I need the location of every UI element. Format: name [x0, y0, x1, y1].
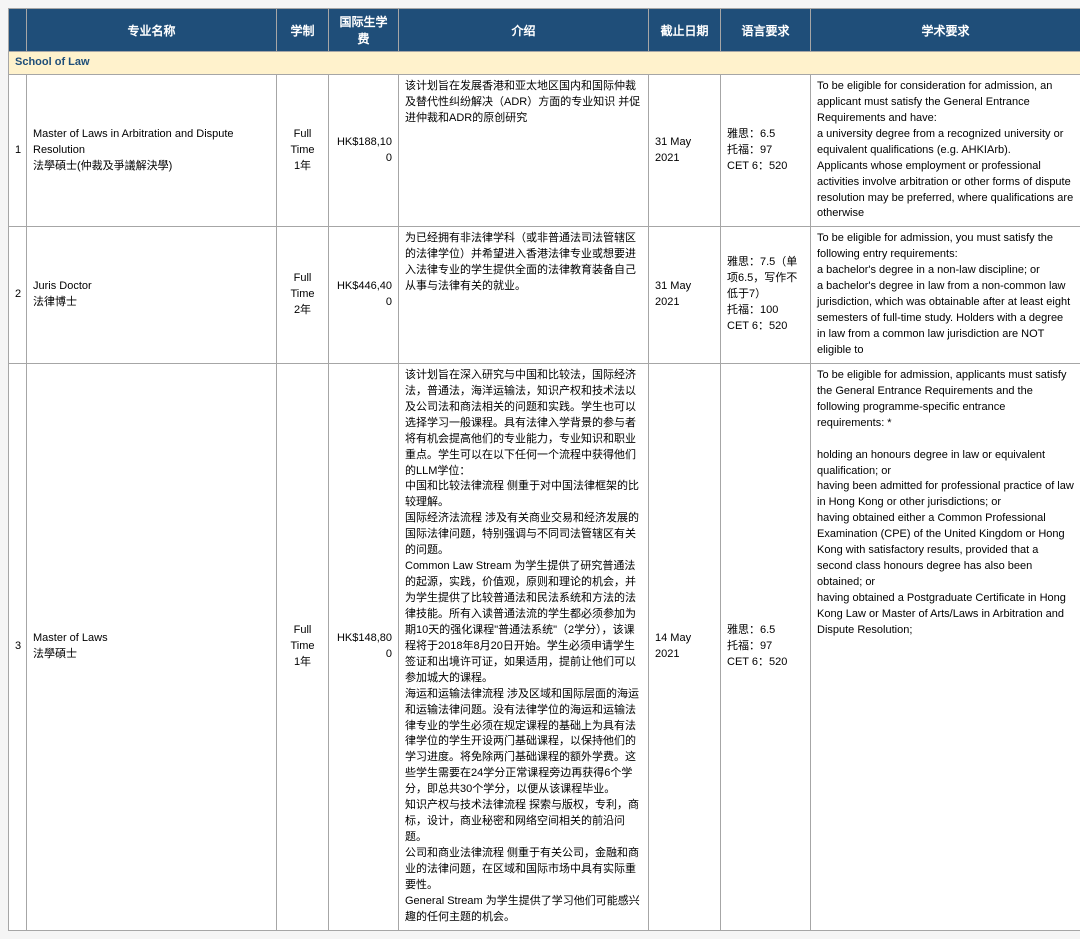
col-name: 专业名称 — [27, 9, 277, 52]
col-deadline: 截止日期 — [649, 9, 721, 52]
tuition-fee: HK$446,400 — [329, 227, 399, 364]
deadline: 14 May 2021 — [649, 363, 721, 930]
program-name: Master of Laws in Arbitration and Disput… — [27, 74, 277, 226]
acad-req: To be eligible for consideration for adm… — [811, 74, 1080, 226]
col-lang: 语言要求 — [721, 9, 811, 52]
tuition-fee: HK$148,800 — [329, 363, 399, 930]
study-mode: Full Time2年 — [277, 227, 329, 364]
deadline: 31 May 2021 — [649, 74, 721, 226]
tuition-fee: HK$188,100 — [329, 74, 399, 226]
row-idx: 3 — [9, 363, 27, 930]
study-mode: Full Time1年 — [277, 74, 329, 226]
table-row: 2 Juris Doctor法律博士 Full Time2年 HK$446,40… — [9, 227, 1080, 364]
table-row: 3 Master of Laws法學碩士 Full Time1年 HK$148,… — [9, 363, 1080, 930]
program-intro: 该计划旨在深入研究与中国和比较法，国际经济法，普通法，海洋运输法，知识产权和技术… — [399, 363, 649, 930]
lang-req: 雅思：6.5托福：97CET 6：520 — [721, 363, 811, 930]
program-intro: 为已经拥有非法律学科（或非普通法司法管辖区的法律学位）并希望进入香港法律专业或想… — [399, 227, 649, 364]
acad-req: To be eligible for admission, applicants… — [811, 363, 1080, 930]
col-idx — [9, 9, 27, 52]
study-mode: Full Time1年 — [277, 363, 329, 930]
acad-req: To be eligible for admission, you must s… — [811, 227, 1080, 364]
program-name: Master of Laws法學碩士 — [27, 363, 277, 930]
program-name: Juris Doctor法律博士 — [27, 227, 277, 364]
deadline: 31 May 2021 — [649, 227, 721, 364]
lang-req: 雅思：7.5（单项6.5，写作不低于7）托福：100CET 6：520 — [721, 227, 811, 364]
row-idx: 1 — [9, 74, 27, 226]
row-idx: 2 — [9, 227, 27, 364]
col-intro: 介绍 — [399, 9, 649, 52]
lang-req: 雅思：6.5托福：97CET 6：520 — [721, 74, 811, 226]
col-mode: 学制 — [277, 9, 329, 52]
col-acad: 学术要求 — [811, 9, 1080, 52]
section-title: School of Law — [9, 52, 1080, 75]
table-header: 专业名称 学制 国际生学费 介绍 截止日期 语言要求 学术要求 专业链接 — [9, 9, 1080, 52]
program-intro: 该计划旨在发展香港和亚太地区国内和国际仲裁及替代性纠纷解决（ADR）方面的专业知… — [399, 74, 649, 226]
section-row: School of Law — [9, 52, 1080, 75]
table-row: 1 Master of Laws in Arbitration and Disp… — [9, 74, 1080, 226]
col-fee: 国际生学费 — [329, 9, 399, 52]
program-table: 专业名称 学制 国际生学费 介绍 截止日期 语言要求 学术要求 专业链接 Sch… — [8, 8, 1080, 931]
